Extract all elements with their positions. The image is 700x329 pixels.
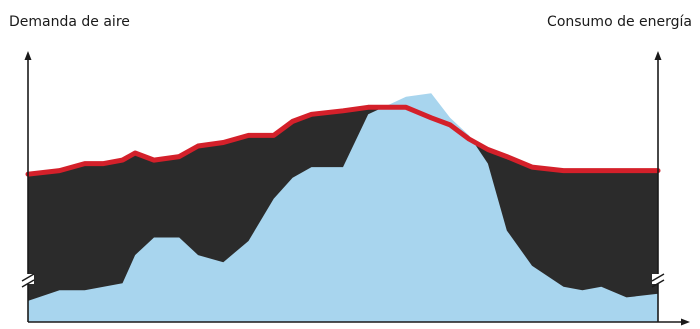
right-axis-arrow: [654, 51, 662, 60]
energy-consumption-line: [25, 104, 661, 177]
right-axis-label: Consumo de energía: [547, 14, 692, 30]
left-axis-label: Demanda de aire: [9, 14, 130, 30]
right-axis-break-icon: [651, 273, 665, 288]
air-demand-area: [28, 93, 658, 322]
left-axis-break-icon: [21, 273, 35, 288]
bottom-axis-arrow: [681, 318, 690, 326]
left-axis-arrow: [24, 51, 32, 60]
